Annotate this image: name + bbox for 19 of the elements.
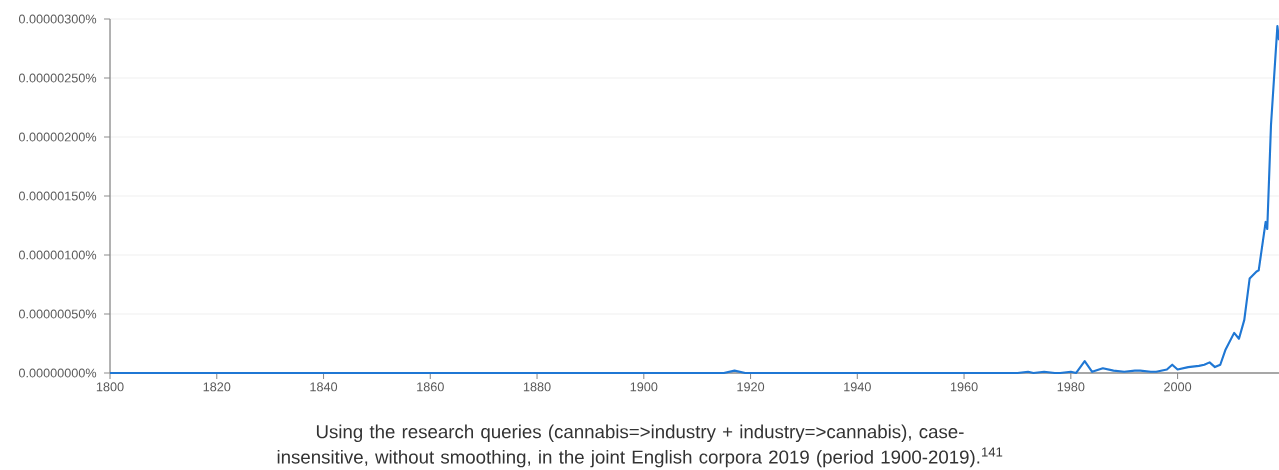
y-tick-label: 0.00000200% xyxy=(18,132,97,142)
y-tick-label: 0.00000250% xyxy=(18,73,97,83)
y-tick-label: 0.00000150% xyxy=(18,191,97,201)
y-tick-label: 0.00000050% xyxy=(18,309,97,319)
x-tick-label: 1940 xyxy=(844,382,871,392)
x-tick-label: 1920 xyxy=(737,382,765,392)
x-tick-label: 1880 xyxy=(523,382,551,392)
text: Using the research queries (cannabis=>industry + industry=>cannabis), case-insensitive, without smoothing, in the joint English corpora 2019 (period 1900-2019).$^{141}$ xyxy=(277,424,1003,468)
x-tick-label: 1980 xyxy=(1057,382,1085,392)
y-tick-label: 0.00000000% xyxy=(18,368,97,378)
x-tick-label: 1860 xyxy=(417,382,444,392)
y-tick-label: 0.00000100% xyxy=(18,250,97,260)
x-tick-label: 1800 xyxy=(96,382,124,392)
x-tick-label: 1820 xyxy=(203,382,231,392)
x-tick-label: 1840 xyxy=(310,382,338,392)
x-tick-label: 1960 xyxy=(950,382,978,392)
x-tick-label: 2000 xyxy=(1164,382,1192,392)
y-tick-label: 0.00000300% xyxy=(18,14,97,24)
x-tick-label: 1900 xyxy=(630,382,658,392)
